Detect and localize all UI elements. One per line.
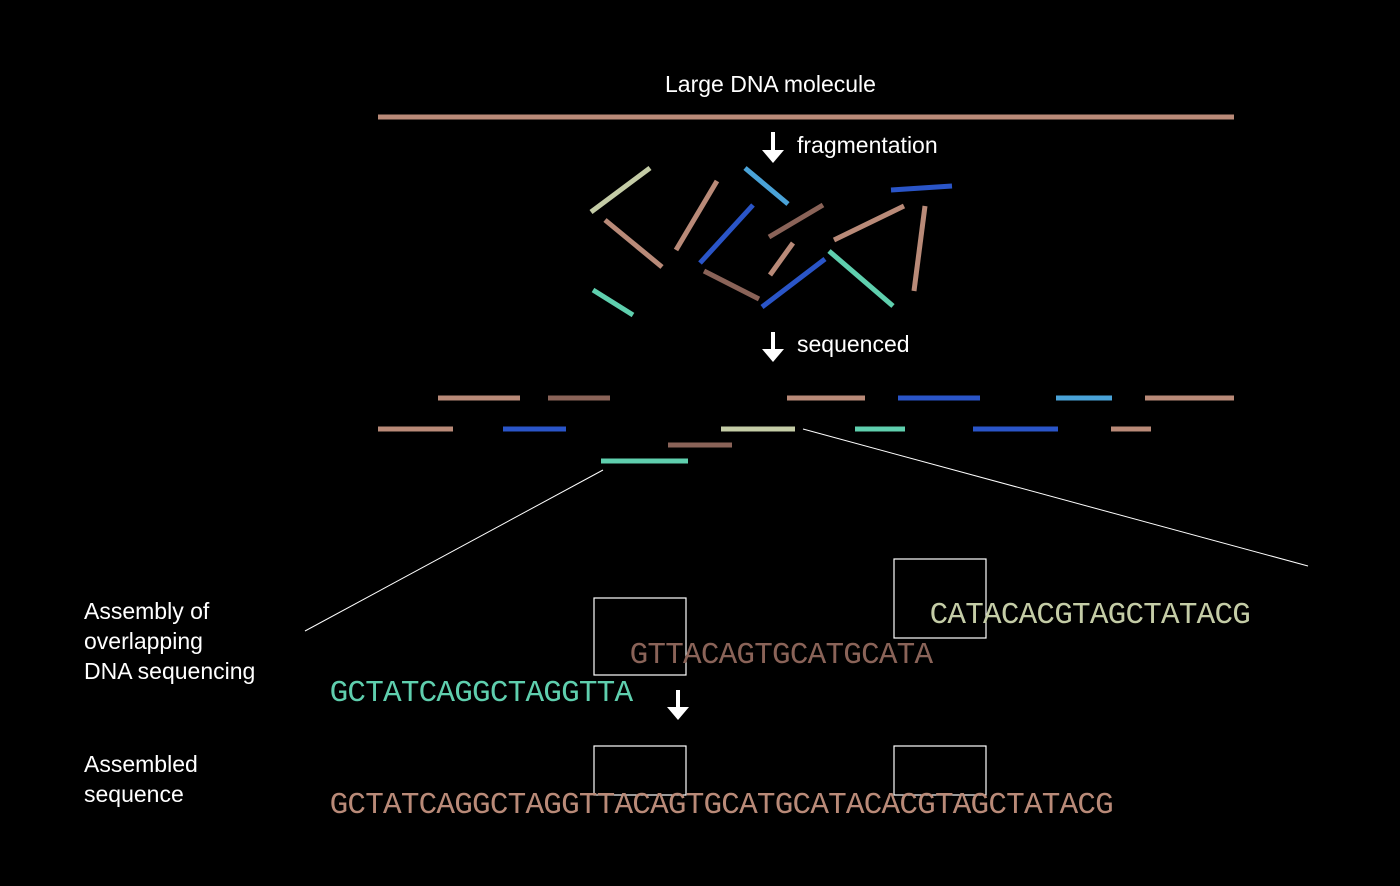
assembly-label: Assembly of overlapping DNA sequencing: [84, 596, 255, 686]
zoom-line-left: [304, 469, 604, 632]
overlap-box-cata-assembled: [893, 745, 987, 796]
fragment: [832, 203, 906, 243]
assembled-sequence: GCTATCAGGCTAGGTTACAGTGCATGCATACACGTAGCTA…: [294, 752, 1114, 824]
sequenced-arrow: [762, 332, 784, 362]
dna-fragments: [589, 165, 953, 318]
read-1-overlap: GTTA: [561, 676, 633, 711]
assembled-overlap-2: CATA: [792, 788, 865, 823]
read-2-overlap-a: GTTA: [629, 638, 702, 673]
read-2-mid: CAGTGCATG: [700, 638, 862, 673]
fragment: [911, 205, 928, 292]
assembled-overlap-1: GTTA: [561, 788, 633, 823]
fragment: [673, 179, 720, 252]
assembled-part-2: CAGTGCATG: [632, 788, 793, 823]
fragment: [702, 268, 761, 302]
overlap-box-gtta-reads: [593, 597, 687, 676]
overlap-box-gtta-assembled: [593, 745, 687, 796]
fragment: [603, 218, 664, 269]
fragmentation-arrow: [762, 132, 784, 163]
zoom-line-right: [802, 428, 1309, 567]
fragment: [767, 202, 825, 240]
fragment: [591, 287, 635, 318]
assembly-label-line: overlapping: [84, 628, 203, 654]
sequenced-reads: [378, 395, 1234, 464]
sequenced-label: sequenced: [797, 331, 910, 357]
fragment: [890, 183, 953, 193]
assembled-label-line: Assembled: [84, 751, 198, 777]
fragment: [827, 249, 895, 308]
fragment: [767, 241, 796, 277]
read-1-start: GCTATCAGGCTAG: [329, 676, 562, 711]
read-1: GCTATCAGGCTAGGTTA: [294, 640, 633, 712]
read-2: GTTACAGTGCATGCATA: [594, 602, 933, 674]
assembled-part-1: GCTATCAGGCTAG: [329, 788, 562, 823]
overlap-box-cata-reads: [893, 558, 987, 639]
assembled-part-3: CACGTAGCTATACG: [863, 788, 1114, 823]
read-3-rest: CACGTAGCTATACG: [1000, 598, 1251, 633]
page-title: Large DNA molecule: [665, 71, 876, 97]
read-3-overlap: CATA: [929, 598, 1002, 633]
fragment: [743, 166, 790, 206]
assembly-arrow: [667, 690, 689, 720]
assembly-label-line: DNA sequencing: [84, 658, 256, 684]
assembled-label: Assembled sequence: [84, 749, 198, 809]
fragment: [698, 203, 755, 265]
assembled-label-line: sequence: [84, 781, 184, 807]
fragment: [760, 257, 827, 309]
fragment: [589, 165, 652, 215]
read-3: CATACACGTAGCTATACG: [894, 562, 1251, 634]
read-2-overlap-b: CATA: [861, 638, 933, 673]
assembly-label-line: Assembly of: [84, 598, 210, 624]
fragmentation-label: fragmentation: [797, 132, 938, 158]
